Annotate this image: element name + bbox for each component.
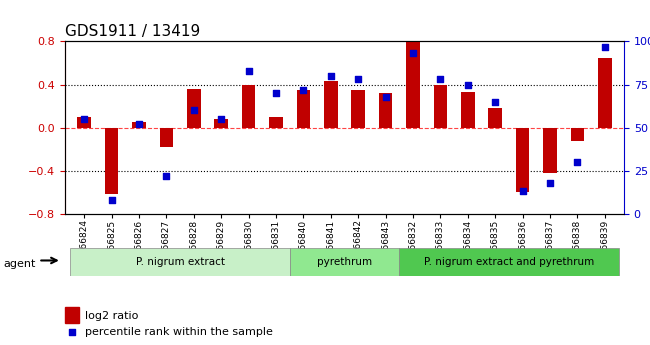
Bar [159, 128, 174, 147]
Bar [242, 85, 255, 128]
Point [572, 159, 582, 165]
Point [353, 77, 363, 82]
Bar [488, 108, 502, 128]
Point [271, 90, 281, 96]
Text: agent: agent [3, 259, 36, 269]
Point [161, 173, 172, 179]
Point [188, 108, 199, 113]
Bar [352, 90, 365, 128]
Point [326, 73, 336, 79]
Point [243, 68, 254, 73]
Bar [379, 93, 393, 128]
Point [545, 180, 555, 186]
Bar [598, 58, 612, 128]
Bar [214, 119, 228, 128]
Bar [187, 89, 201, 128]
Point [400, 262, 411, 267]
Point [380, 94, 391, 99]
Bar [77, 117, 91, 128]
Bar [324, 81, 337, 128]
Text: P. nigrum extract: P. nigrum extract [136, 257, 225, 267]
Text: percentile rank within the sample: percentile rank within the sample [84, 327, 272, 337]
FancyBboxPatch shape [290, 248, 399, 276]
Bar [515, 128, 530, 192]
Point [517, 189, 528, 194]
Text: GDS1911 / 13419: GDS1911 / 13419 [65, 24, 200, 39]
Point [599, 44, 610, 49]
Text: pyrethrum: pyrethrum [317, 257, 372, 267]
Bar [434, 85, 447, 128]
Text: log2 ratio: log2 ratio [84, 311, 138, 321]
Point [134, 121, 144, 127]
FancyBboxPatch shape [399, 248, 619, 276]
FancyBboxPatch shape [70, 248, 290, 276]
Point [490, 99, 501, 105]
Bar [269, 117, 283, 128]
Bar [571, 128, 584, 141]
Bar [65, 307, 79, 323]
Point [107, 197, 117, 203]
Bar [461, 92, 474, 128]
Bar [543, 128, 557, 173]
Text: P. nigrum extract and pyrethrum: P. nigrum extract and pyrethrum [424, 257, 594, 267]
Point [216, 116, 226, 122]
Bar [132, 122, 146, 128]
Point [79, 116, 90, 122]
Point [463, 82, 473, 87]
Bar [105, 128, 118, 195]
Point [298, 87, 309, 92]
Point [436, 77, 446, 82]
Point [408, 51, 418, 56]
Bar [296, 90, 310, 128]
Bar [406, 41, 420, 128]
